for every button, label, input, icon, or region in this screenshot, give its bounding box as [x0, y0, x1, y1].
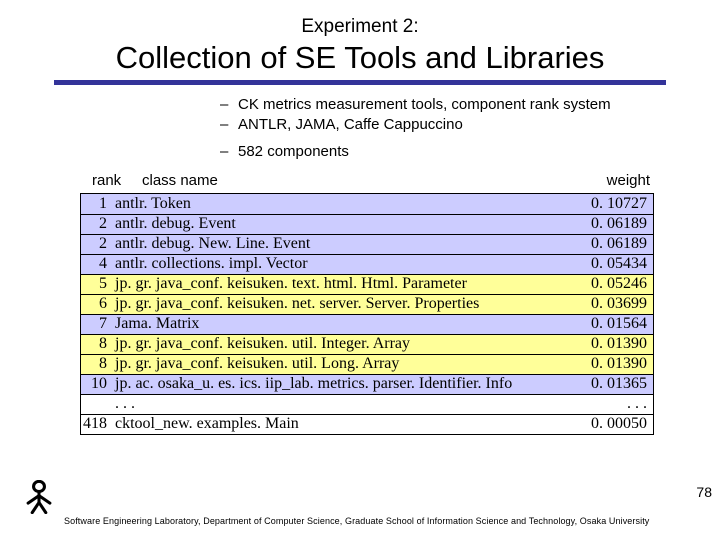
- cell-classname: jp. gr. java_conf. keisuken. text. html.…: [113, 275, 569, 293]
- cell-weight: . . .: [569, 395, 647, 413]
- table-row: 2antlr. debug. New. Line. Event0. 06189: [81, 234, 653, 254]
- bullet-text: ANTLR, JAMA, Caffe Cappuccino: [238, 115, 463, 135]
- cell-weight: 0. 10727: [569, 195, 647, 213]
- table-row: 7Jama. Matrix0. 01564: [81, 314, 653, 334]
- bullet-list: –CK metrics measurement tools, component…: [220, 95, 690, 162]
- cell-classname: jp. gr. java_conf. keisuken. net. server…: [113, 295, 569, 313]
- table-row: 8 jp. gr. java_conf. keisuken. util. Int…: [81, 334, 653, 354]
- cell-classname: antlr. debug. New. Line. Event: [113, 235, 569, 253]
- cell-classname: . . .: [113, 395, 569, 413]
- header-classname: class name: [142, 172, 570, 189]
- cell-classname: antlr. Token: [113, 195, 569, 213]
- cell-weight: 0. 05246: [569, 275, 647, 293]
- title-underline: [54, 80, 666, 85]
- cell-classname: cktool_new. examples. Main: [113, 415, 569, 433]
- table-row: 6jp. gr. java_conf. keisuken. net. serve…: [81, 294, 653, 314]
- table-row: 2antlr. debug. Event0. 06189: [81, 214, 653, 234]
- table-row: 5jp. gr. java_conf. keisuken. text. html…: [81, 274, 653, 294]
- cell-classname: jp. gr. java_conf. keisuken. util. Long.…: [113, 355, 569, 373]
- cell-rank: 4: [81, 255, 113, 273]
- cell-weight: 0. 01390: [569, 335, 647, 353]
- bullet-dash: –: [220, 142, 238, 162]
- cell-weight: 0. 03699: [569, 295, 647, 313]
- ranking-table: 1antlr. Token0. 107272antlr. debug. Even…: [80, 193, 654, 435]
- cell-rank: 8: [81, 335, 113, 353]
- cell-weight: 0. 01365: [569, 375, 647, 393]
- table-row: . . .. . .: [81, 394, 653, 414]
- cell-rank: 2: [81, 235, 113, 253]
- cell-rank: 10: [81, 375, 113, 393]
- cell-weight: 0. 01390: [569, 355, 647, 373]
- cell-rank: 1: [81, 195, 113, 213]
- supertitle: Experiment 2:: [30, 16, 690, 38]
- cell-classname: antlr. debug. Event: [113, 215, 569, 233]
- page-number: 78: [696, 484, 712, 500]
- bullet-dash: –: [220, 115, 238, 135]
- cell-classname: jp. gr. java_conf. keisuken. util. Integ…: [113, 335, 569, 353]
- header-rank: rank: [92, 172, 142, 189]
- table-row: 418cktool_new. examples. Main0. 00050: [81, 414, 653, 434]
- cell-classname: Jama. Matrix: [113, 315, 569, 333]
- bullet-text: CK metrics measurement tools, component …: [238, 95, 611, 115]
- cell-classname: jp. ac. osaka_u. es. ics. iip_lab. metri…: [113, 375, 569, 393]
- cell-rank: 8: [81, 355, 113, 373]
- bullet-text: 582 components: [238, 142, 349, 162]
- cell-weight: 0. 06189: [569, 215, 647, 233]
- table-row: 1antlr. Token0. 10727: [81, 194, 653, 214]
- cell-weight: 0. 05434: [569, 255, 647, 273]
- bullet-dash: –: [220, 95, 238, 115]
- table-header: rank class name weight: [30, 172, 690, 189]
- footer-text: Software Engineering Laboratory, Departm…: [64, 516, 649, 526]
- cell-weight: 0. 00050: [569, 415, 647, 433]
- cell-rank: 6: [81, 295, 113, 313]
- table-row: 8 jp. gr. java_conf. keisuken. util. Lon…: [81, 354, 653, 374]
- cell-rank: 7: [81, 315, 113, 333]
- cell-rank: 5: [81, 275, 113, 293]
- title-block: Experiment 2: Collection of SE Tools and…: [30, 16, 690, 76]
- cell-classname: antlr. collections. impl. Vector: [113, 255, 569, 273]
- cell-weight: 0. 01564: [569, 315, 647, 333]
- main-title: Collection of SE Tools and Libraries: [30, 40, 690, 76]
- cell-rank: 2: [81, 215, 113, 233]
- cell-weight: 0. 06189: [569, 235, 647, 253]
- table-row: 10jp. ac. osaka_u. es. ics. iip_lab. met…: [81, 374, 653, 394]
- table-row: 4antlr. collections. impl. Vector0. 0543…: [81, 254, 653, 274]
- cell-rank: 418: [81, 415, 113, 433]
- lab-logo-icon: [22, 480, 56, 514]
- header-weight: weight: [570, 172, 650, 189]
